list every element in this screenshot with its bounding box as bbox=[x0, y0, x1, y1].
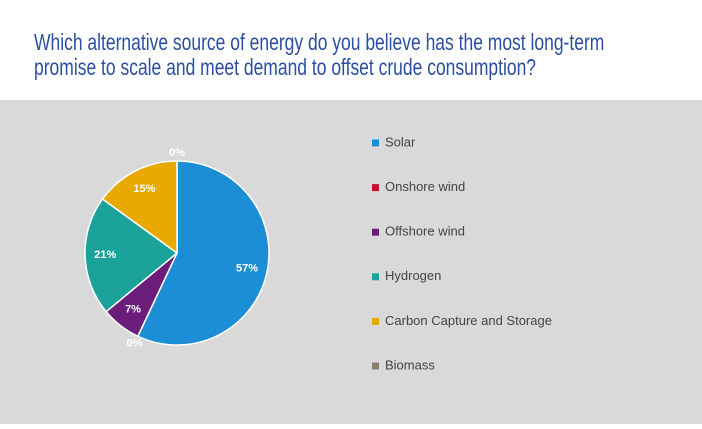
data-label: 57% bbox=[236, 263, 258, 275]
data-label: 0% bbox=[126, 337, 142, 349]
legend-label: Offshore wind bbox=[385, 224, 465, 239]
legend-swatch bbox=[372, 228, 379, 236]
pie-slice bbox=[101, 160, 178, 255]
legend-label: Hydrogen bbox=[385, 268, 441, 283]
data-label: 7% bbox=[125, 304, 141, 316]
legend-label: Onshore wind bbox=[385, 179, 465, 194]
header: Which alternative source of energy do yo… bbox=[0, 0, 702, 100]
legend-swatch bbox=[372, 362, 379, 370]
legend-label: Solar bbox=[385, 134, 416, 149]
chart-title: Which alternative source of energy do yo… bbox=[34, 29, 605, 80]
legend-swatch bbox=[372, 184, 379, 192]
pie-slice bbox=[136, 160, 270, 346]
data-label: 15% bbox=[133, 183, 155, 195]
chart: 57% 0% 7% 21% 15% 0% Solar Onshore wind Offshore… bbox=[84, 134, 552, 372]
data-label: 0% bbox=[169, 147, 185, 159]
chart-panel: 57% 0% 7% 21% 15% 0% Solar Onshore wind Offshore… bbox=[0, 100, 702, 424]
legend-label: Carbon Capture and Storage bbox=[385, 313, 552, 328]
legend-swatch bbox=[372, 317, 379, 325]
legend-swatch bbox=[372, 139, 379, 147]
pie-slice bbox=[84, 197, 179, 313]
legend-swatch bbox=[372, 273, 379, 281]
data-label: 21% bbox=[94, 249, 116, 261]
legend-label: Biomass bbox=[385, 357, 435, 372]
